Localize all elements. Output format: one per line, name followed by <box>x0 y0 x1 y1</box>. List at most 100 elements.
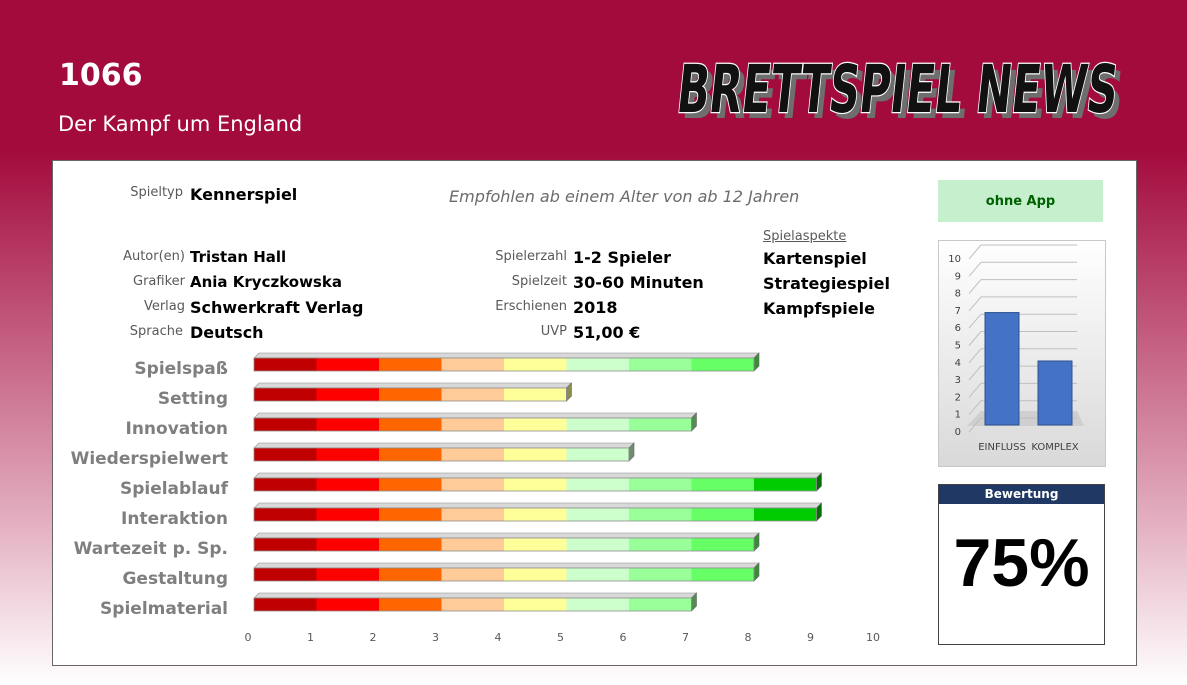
bar-segment <box>254 508 317 521</box>
bar-segment <box>316 388 379 401</box>
bar-outline <box>253 507 817 522</box>
info-card: Spieltyp Kennerspiel Empfohlen ab einem … <box>52 160 1137 666</box>
x-tick-label: 3 <box>432 631 439 644</box>
bar-segment <box>379 598 442 611</box>
autor-label: Autor(en) <box>123 249 185 264</box>
column-category-label: EINFLUSS <box>978 442 1026 453</box>
category-label: Spielspaß <box>134 359 228 379</box>
complexity-chart-svg: 0 1 2 3 4 5 6 7 8 9 10 EINFLUSS KOMPLEX <box>948 244 1084 453</box>
category-label: Spielablauf <box>120 479 229 499</box>
bar-segment <box>566 598 629 611</box>
y-tick-label: 2 <box>955 392 961 403</box>
game-subtitle: Der Kampf um England <box>58 112 303 136</box>
bar-segment <box>441 418 504 431</box>
bar-segment <box>629 418 692 431</box>
bar-segment <box>441 388 504 401</box>
erschienen-value: 2018 <box>573 298 618 317</box>
bar-segment <box>441 538 504 551</box>
bar-segment <box>504 418 567 431</box>
bar-segment <box>504 598 567 611</box>
gridline-diag <box>968 383 982 398</box>
bar-segment <box>566 358 629 371</box>
bar-segment <box>754 478 817 491</box>
bar-segment <box>316 418 379 431</box>
uvp-value: 51,00 € <box>573 323 641 342</box>
column-bar <box>984 312 1020 426</box>
bar-segment <box>629 358 692 371</box>
bar-segment <box>441 598 504 611</box>
bar-segment <box>691 478 754 491</box>
bar-segment <box>504 538 567 551</box>
bar-segment <box>379 508 442 521</box>
category-label: Interaktion <box>121 509 228 529</box>
autor-value: Tristan Hall <box>190 248 287 266</box>
y-tick-label: 3 <box>955 375 961 386</box>
bar-segment <box>316 568 379 581</box>
y-tick-label: 6 <box>955 323 961 334</box>
gridline-diag <box>968 348 982 364</box>
spieltyp-value: Kennerspiel <box>190 185 298 204</box>
bar-segment <box>316 358 379 371</box>
bar-segment <box>316 538 379 551</box>
bar-segment <box>254 448 317 461</box>
bar-segment <box>691 538 754 551</box>
bar-segment <box>629 598 692 611</box>
age-recommendation: Empfohlen ab einem Alter von ab 12 Jahre… <box>449 187 800 206</box>
y-tick-label: 4 <box>955 358 961 369</box>
gridline-diag <box>968 261 982 277</box>
bar-segment <box>504 448 567 461</box>
spielzeit-label: Spielzeit <box>511 274 567 289</box>
bar-top-face <box>253 442 635 449</box>
bar-segment <box>254 568 317 581</box>
sprache-label: Sprache <box>129 324 183 339</box>
brettspiel-news-logo: BRETTSPIEL NEWS BRETTSPIEL NEWS <box>672 50 1127 134</box>
bar-segment <box>566 448 629 461</box>
bar-segment <box>254 598 317 611</box>
bar-segment <box>754 508 817 521</box>
gridline-diag <box>968 400 982 416</box>
spielerzahl-label: Spielerzahl <box>495 249 567 264</box>
bar-top-face <box>253 472 823 479</box>
erschienen-label: Erschienen <box>495 299 567 314</box>
aspect-item: Strategiespiel <box>763 274 890 293</box>
y-tick-label: 8 <box>955 289 961 300</box>
logo-text: BRETTSPIEL NEWS <box>674 51 1122 128</box>
bar-segment <box>566 538 629 551</box>
category-label: Setting <box>158 389 228 409</box>
bar-segment <box>441 568 504 581</box>
category-label: Innovation <box>126 419 229 439</box>
bar-segment <box>504 478 567 491</box>
verlag-value: Schwerkraft Verlag <box>190 298 364 317</box>
column-category-label: KOMPLEX <box>1031 442 1078 453</box>
bar-outline <box>253 417 692 432</box>
bar-segment <box>504 358 567 371</box>
category-label: Wiederspielwert <box>71 449 228 469</box>
bar-outline <box>253 447 630 462</box>
grafiker-label: Grafiker <box>133 274 185 289</box>
x-tick-label: 8 <box>745 631 752 644</box>
spieltyp-label: Spieltyp <box>130 185 183 200</box>
bar-segment <box>316 598 379 611</box>
bar-segment <box>691 568 754 581</box>
x-tick-label: 2 <box>370 631 377 644</box>
gridline-diag <box>968 296 982 312</box>
bar-outline <box>253 537 755 552</box>
rating-bar-chart: 0 1 2 3 4 5 6 7 8 9 10 Spielspaß Setting Innovation Wi… <box>71 352 880 644</box>
verlag-label: Verlag <box>143 299 185 314</box>
bar-segment <box>254 358 317 371</box>
app-badge: ohne App <box>938 180 1103 222</box>
bar-segment <box>379 448 442 461</box>
rating-value: 75% <box>953 525 1090 601</box>
sprache-value: Deutsch <box>190 323 264 342</box>
logo-shadow: BRETTSPIEL NEWS <box>679 57 1127 134</box>
aspect-item: Kampfspiele <box>763 299 875 318</box>
bar-segment <box>316 448 379 461</box>
bar-top-face <box>253 532 760 539</box>
bar-segment <box>379 538 442 551</box>
gridline-diag <box>968 313 982 329</box>
bar-top-face <box>253 502 823 509</box>
y-tick-label: 5 <box>955 341 961 352</box>
bar-segment <box>629 508 692 521</box>
bar-segment <box>691 508 754 521</box>
